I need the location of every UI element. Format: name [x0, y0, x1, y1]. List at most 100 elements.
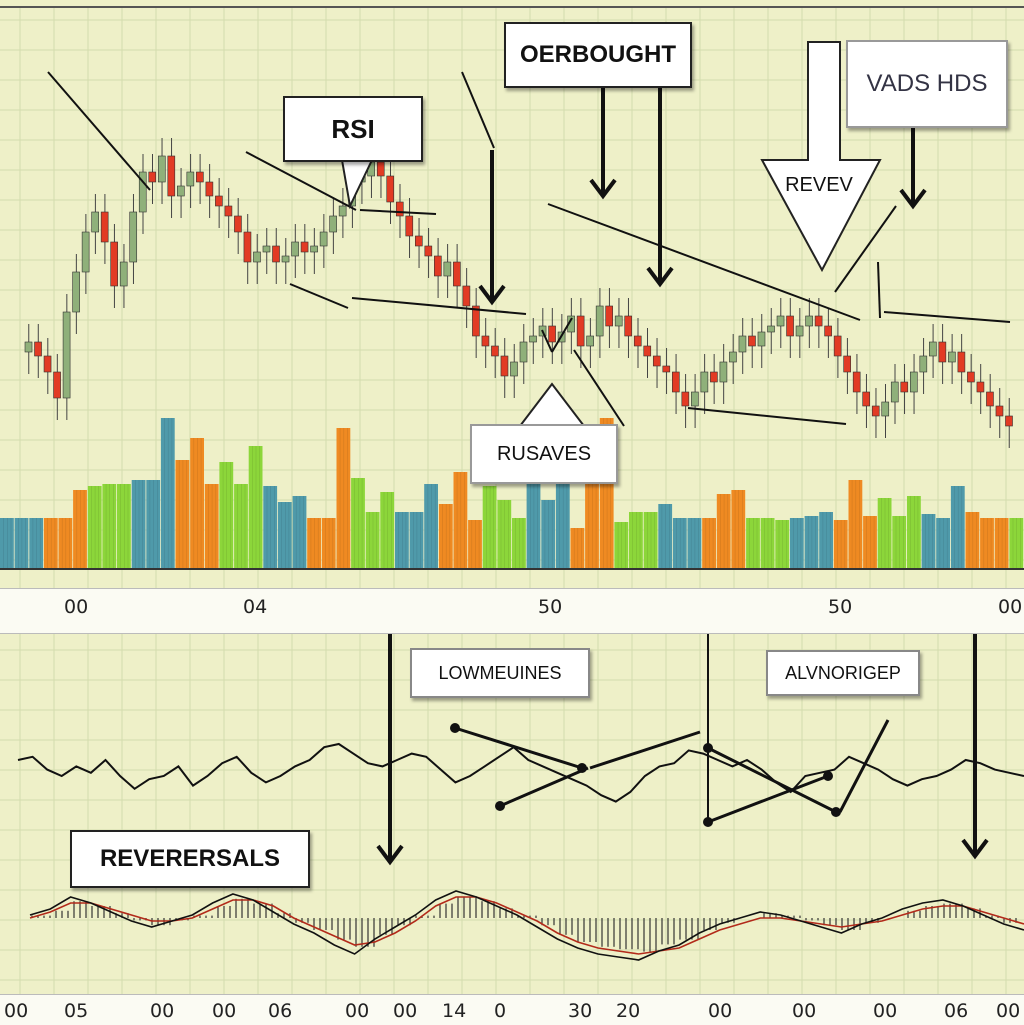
x-tick-label: 14 [442, 1000, 467, 1022]
rsi-callout: RSI [283, 96, 423, 162]
trend-line-4 [883, 311, 1011, 323]
volume-bar [248, 446, 263, 568]
candle [72, 271, 80, 313]
sell-arrow-head [478, 284, 506, 306]
x-tick-label: 00 [212, 1000, 237, 1022]
candle [519, 341, 528, 363]
candle [329, 215, 337, 233]
volume-bar [292, 496, 307, 568]
candle [633, 335, 642, 347]
macd-oscillator [29, 890, 1024, 961]
candle [81, 231, 90, 273]
candle [776, 315, 785, 327]
x-tick-label: 00 [345, 1000, 370, 1022]
candle [576, 315, 585, 347]
candle [738, 335, 747, 353]
candle [605, 305, 613, 327]
volume-bar [1009, 518, 1024, 568]
x-tick-label: 05 [64, 1000, 89, 1022]
volume-bar [380, 492, 395, 568]
check-mark-1 [541, 329, 553, 353]
candle [814, 315, 823, 327]
volume-bar [102, 484, 117, 568]
lowmeuines-callout: LOWMEUINES [410, 648, 590, 698]
range-arrow-2-head-bottom [961, 838, 989, 860]
resistance-line [547, 203, 861, 321]
candle [224, 205, 233, 217]
volume-bar [629, 512, 643, 568]
candle [443, 261, 452, 277]
volume-bar [497, 500, 512, 568]
candle [291, 241, 299, 257]
volume-bar [175, 460, 190, 568]
candle [719, 361, 728, 383]
volume-bar [819, 512, 833, 568]
trend-line-1 [47, 71, 151, 191]
macd-signal-line [29, 896, 1024, 955]
volume-bar [746, 518, 760, 568]
candle [890, 381, 899, 403]
volume-bar [277, 502, 292, 568]
x-tick-label: 00 [64, 596, 89, 618]
candle [129, 211, 138, 263]
candle [786, 315, 794, 337]
candle [1005, 415, 1013, 427]
revev-callout: REVEV [785, 173, 853, 196]
candle [900, 381, 909, 393]
volume-bar [526, 484, 541, 568]
support-line-1 [289, 283, 349, 309]
candle [253, 251, 261, 263]
candle [681, 391, 690, 407]
volume-bar [468, 520, 482, 568]
candle [967, 371, 975, 383]
pattern-point [823, 771, 833, 781]
x-tick-label: 00 [393, 1000, 418, 1022]
volume-bar [365, 512, 380, 568]
candle [376, 161, 385, 177]
revev-pointer [834, 205, 897, 293]
volume-bar [658, 504, 673, 568]
candle [948, 351, 956, 363]
vads-hds-callout: VADS HDS [846, 40, 1008, 128]
volume-bar [965, 512, 980, 568]
candle [595, 305, 604, 337]
candle [672, 371, 680, 393]
candle [843, 355, 851, 373]
candle [310, 245, 318, 253]
overbought-arrow-1-head [589, 178, 617, 200]
volume-bar [921, 514, 936, 568]
volume-bar [789, 518, 804, 568]
candle [453, 261, 461, 287]
candle [643, 345, 652, 357]
candle [386, 175, 395, 203]
candle [995, 405, 1004, 417]
overbought-pointer [461, 71, 495, 149]
volume-bar [482, 486, 497, 568]
x-tick-label: 06 [268, 1000, 293, 1022]
rsi-line [17, 719, 1024, 827]
volume-bar [936, 518, 950, 568]
volume-bar [614, 522, 629, 568]
candle [167, 155, 176, 197]
candle [319, 231, 328, 247]
candle [824, 325, 832, 337]
candle [24, 341, 33, 353]
volume-bar [760, 518, 775, 568]
candle [586, 335, 594, 347]
pattern-line-4 [707, 746, 837, 814]
volume-bar [117, 484, 131, 568]
candle [795, 325, 804, 337]
candle [53, 371, 61, 399]
candle [929, 341, 937, 357]
candle [662, 365, 671, 373]
volume-bar [409, 512, 424, 568]
x-tick-label: 00 [708, 1000, 733, 1022]
pattern-line-2 [499, 766, 589, 808]
volume-bar [43, 518, 58, 568]
volume-bar [804, 516, 819, 568]
candle [424, 245, 433, 257]
price-panel-bottom-axis [0, 568, 1024, 570]
x-tick-label: 00 [150, 1000, 175, 1022]
x-tick-label: 00 [996, 1000, 1021, 1022]
